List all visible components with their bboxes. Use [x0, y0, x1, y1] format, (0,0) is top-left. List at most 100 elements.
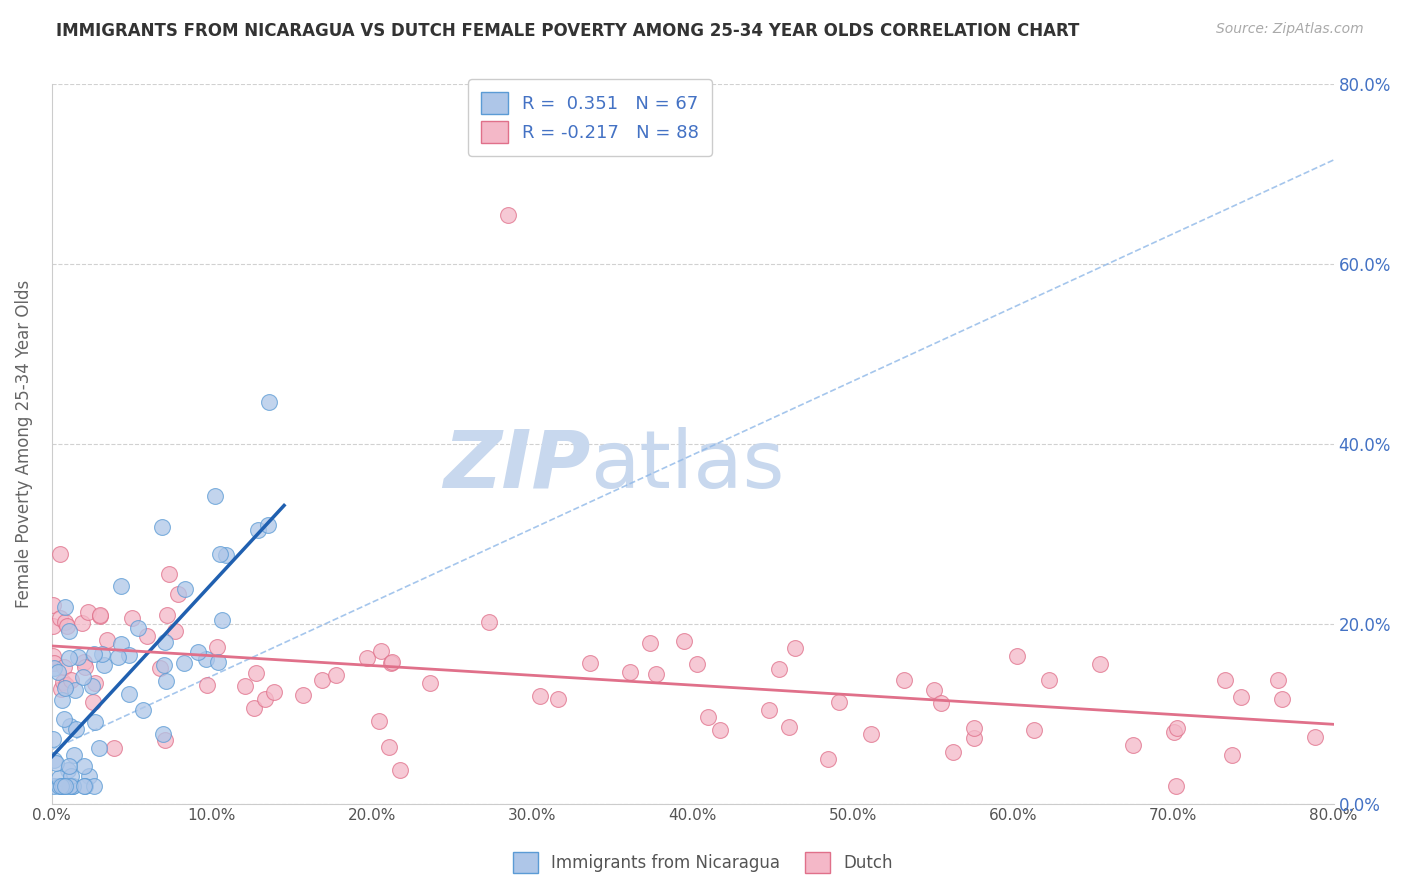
Point: [696, 710, 718, 724]
Point: [498, 208, 520, 222]
Point: [153, 634, 176, 648]
Point: [55, 779, 77, 793]
Point: [187, 645, 209, 659]
Point: [55, 615, 77, 630]
Point: [51, 681, 73, 696]
Text: atlas: atlas: [591, 426, 785, 505]
Point: [292, 688, 315, 702]
Point: [53, 681, 76, 695]
Point: [207, 655, 229, 669]
Point: [370, 643, 392, 657]
Point: [118, 648, 141, 663]
Point: [1166, 721, 1188, 735]
Legend: Immigrants from Nicaragua, Dutch: Immigrants from Nicaragua, Dutch: [506, 846, 900, 880]
Point: [311, 673, 333, 687]
Point: [103, 741, 125, 756]
Point: [645, 666, 668, 681]
Point: [1088, 657, 1111, 671]
Point: [132, 703, 155, 717]
Point: [59, 719, 82, 733]
Point: [758, 703, 780, 717]
Point: [963, 721, 986, 735]
Point: [53, 600, 76, 615]
Text: Source: ZipAtlas.com: Source: ZipAtlas.com: [1216, 22, 1364, 37]
Point: [62, 779, 84, 793]
Point: [156, 608, 179, 623]
Point: [84, 714, 107, 729]
Point: [48, 779, 70, 793]
Point: [783, 640, 806, 655]
Point: [378, 739, 401, 754]
Point: [42, 648, 65, 663]
Point: [709, 723, 731, 737]
Point: [388, 763, 411, 777]
Point: [49, 548, 72, 562]
Point: [768, 662, 790, 676]
Point: [893, 673, 915, 687]
Point: [173, 582, 195, 597]
Point: [72, 670, 94, 684]
Point: [96, 633, 118, 648]
Point: [48, 611, 70, 625]
Point: [1024, 723, 1046, 738]
Point: [163, 624, 186, 638]
Text: ZIP: ZIP: [443, 426, 591, 505]
Point: [83, 647, 105, 661]
Point: [256, 518, 278, 533]
Point: [243, 701, 266, 715]
Point: [67, 650, 90, 665]
Point: [52, 674, 75, 689]
Point: [58, 764, 80, 778]
Point: [478, 615, 501, 629]
Point: [77, 605, 100, 619]
Point: [209, 547, 232, 561]
Point: [233, 680, 256, 694]
Point: [173, 656, 195, 670]
Point: [356, 651, 378, 665]
Point: [48, 665, 70, 679]
Point: [1005, 648, 1028, 663]
Point: [59, 779, 82, 793]
Point: [579, 657, 602, 671]
Point: [1213, 673, 1236, 687]
Point: [63, 683, 86, 698]
Point: [77, 769, 100, 783]
Point: [58, 651, 80, 665]
Point: [419, 676, 441, 690]
Point: [48, 771, 70, 785]
Text: IMMIGRANTS FROM NICARAGUA VS DUTCH FEMALE POVERTY AMONG 25-34 YEAR OLDS CORRELAT: IMMIGRANTS FROM NICARAGUA VS DUTCH FEMAL…: [56, 22, 1080, 40]
Point: [53, 712, 76, 726]
Point: [1267, 673, 1289, 687]
Point: [42, 598, 65, 612]
Point: [1230, 690, 1253, 705]
Point: [253, 692, 276, 706]
Point: [325, 668, 347, 682]
Point: [110, 579, 132, 593]
Point: [547, 692, 569, 706]
Point: [672, 634, 695, 648]
Point: [1271, 692, 1294, 706]
Point: [73, 779, 96, 793]
Point: [380, 656, 402, 670]
Point: [828, 695, 851, 709]
Point: [1038, 673, 1060, 687]
Point: [49, 779, 72, 793]
Point: [211, 613, 233, 627]
Point: [60, 768, 83, 782]
Point: [638, 636, 661, 650]
Point: [859, 727, 882, 741]
Y-axis label: Female Poverty Among 25-34 Year Olds: Female Poverty Among 25-34 Year Olds: [15, 280, 32, 608]
Point: [686, 657, 709, 672]
Point: [118, 687, 141, 701]
Point: [49, 779, 72, 793]
Point: [42, 661, 65, 675]
Point: [153, 733, 176, 747]
Point: [263, 685, 285, 699]
Point: [778, 720, 800, 734]
Point: [929, 696, 952, 710]
Point: [42, 657, 65, 671]
Point: [58, 624, 80, 638]
Point: [149, 660, 172, 674]
Point: [55, 678, 77, 692]
Point: [204, 489, 226, 503]
